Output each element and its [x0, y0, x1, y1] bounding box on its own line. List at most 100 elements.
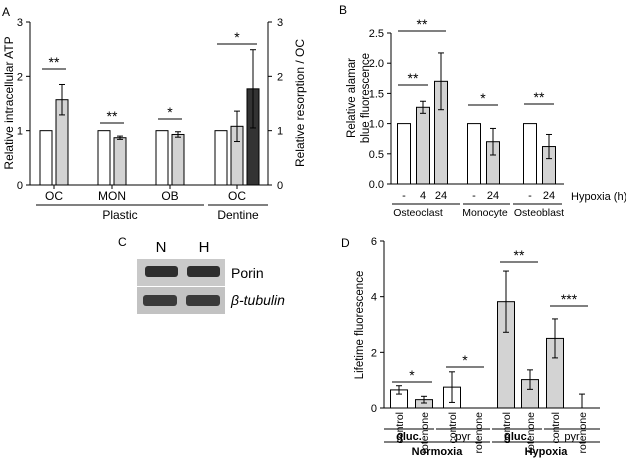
- lane-label-n: N: [156, 239, 167, 256]
- d-significance-stars: *: [409, 367, 415, 383]
- b-hour-label: 24: [487, 190, 499, 202]
- a-y-tick-label: 1: [17, 126, 23, 138]
- a-bar: [113, 137, 127, 186]
- d-x-label: control: [550, 412, 562, 444]
- d-x-label: control: [447, 412, 459, 444]
- a-y-tick-right-label: 3: [277, 17, 283, 29]
- panel-d-x-labels: control rotenone control rotenone control rot…: [394, 412, 589, 454]
- d-x-label: control: [501, 412, 513, 444]
- b-hour-label: 24: [543, 190, 555, 202]
- d-significance-stars: ***: [561, 291, 578, 307]
- b-hour-label: 4: [420, 190, 426, 202]
- b-significance-stars: **: [417, 16, 428, 32]
- band-tubulin-h: [186, 295, 220, 306]
- b-significance-stars: **: [408, 70, 419, 86]
- b-significance-stars: *: [480, 90, 486, 106]
- a-significance-stars: *: [234, 29, 240, 45]
- a-y-tick-label: 0: [17, 180, 23, 192]
- a-bar: [155, 130, 169, 186]
- panel-b-y-label-line2: blue fluorescence: [360, 53, 372, 143]
- b-bar: [467, 123, 481, 185]
- panel-c: C N H Porin β-tubulin: [118, 235, 285, 314]
- band-label-tubulin: β-tubulin: [230, 292, 285, 308]
- monocyte-label: Monocyte: [462, 207, 508, 219]
- panel-a-y-label-right: Relative resorption / OC: [293, 39, 307, 167]
- panel-b-letter: B: [339, 3, 347, 17]
- panel-d-significance: *******: [392, 247, 588, 383]
- d-x-label: rotenone: [525, 412, 537, 454]
- panel-b-y-label-line1: Relative alamar: [346, 58, 358, 138]
- panel-a-significance: **** **: [42, 29, 257, 124]
- d-significance-stars: **: [514, 247, 525, 263]
- a-significance-stars: **: [107, 108, 118, 124]
- panel-b: B 0.0 0.5 1.0 1.5 2.0 2.5 Relative alamar blu…: [339, 3, 626, 219]
- b-bar: [397, 123, 411, 185]
- b-y-tick-label: 1.5: [369, 88, 384, 100]
- panel-b-hour-labels: -4 24-24-24: [402, 190, 555, 202]
- d-x-label: rotenone: [577, 412, 589, 454]
- a-x-label: MON: [98, 189, 126, 203]
- b-y-tick-label: 0.0: [369, 179, 384, 191]
- b-significance-stars: **: [534, 89, 545, 105]
- lane-label-h: H: [199, 239, 210, 256]
- b-hour-label: -: [472, 190, 476, 202]
- plastic-label: Plastic: [102, 208, 137, 222]
- a-significance-stars: **: [49, 54, 60, 70]
- panel-a-y-ticks-right: 0 1 2 3: [268, 17, 283, 192]
- a-y-tick-label: 3: [17, 17, 23, 29]
- d-substrate-label: gluc.: [396, 431, 422, 443]
- osteoblast-label: Osteoblast: [514, 207, 564, 219]
- b-hour-label: -: [528, 190, 532, 202]
- band-porin-n: [145, 266, 178, 277]
- hypoxia-label: Hypoxia: [525, 446, 569, 458]
- a-significance-stars: *: [167, 104, 173, 120]
- d-y-tick-label: 2: [371, 347, 377, 359]
- b-bar: [523, 123, 537, 185]
- panel-d: D 0 2 4 6 Lifetime fluorescence control rote…: [341, 236, 600, 458]
- panel-d-substrate-labels: gluc. pyr gluc. pyr: [384, 428, 600, 443]
- a-bar: [39, 130, 53, 186]
- d-y-tick-label: 6: [371, 236, 377, 248]
- d-x-label: rotenone: [419, 412, 431, 454]
- b-y-tick-label: 0.5: [369, 149, 384, 161]
- d-substrate-label: gluc.: [504, 431, 530, 443]
- band-porin-h: [187, 266, 220, 277]
- a-x-label: OC: [45, 189, 63, 203]
- b-y-tick-label: 1.0: [369, 119, 384, 131]
- a-x-label: OB: [161, 189, 178, 203]
- a-y-tick-right-label: 2: [277, 71, 283, 83]
- osteoclast-label: Osteoclast: [393, 207, 443, 219]
- a-x-label: OC: [228, 189, 246, 203]
- normoxia-label: Normoxia: [412, 446, 464, 458]
- d-x-label: rotenone: [473, 412, 485, 454]
- d-substrate-label: pyr: [455, 431, 471, 443]
- panel-c-letter: C: [118, 235, 127, 249]
- band-label-porin: Porin: [231, 265, 264, 281]
- a-y-tick-label: 2: [17, 71, 23, 83]
- panel-a-x-labels: OC MON OB OC: [45, 185, 246, 203]
- b-hour-label: 24: [435, 190, 447, 202]
- b-y-tick-label: 2.5: [369, 28, 384, 40]
- panel-a-y-label: Relative intracellular ATP: [2, 36, 16, 169]
- panel-d-y-ticks: 0 2 4 6: [371, 236, 384, 415]
- d-y-tick-label: 4: [371, 292, 377, 304]
- panel-b-bars: [397, 52, 556, 185]
- a-y-tick-right-label: 1: [277, 126, 283, 138]
- dentine-label: Dentine: [217, 208, 259, 222]
- panel-a-y-ticks: 0 1 2 3: [17, 17, 30, 192]
- panel-d-bars: [390, 270, 585, 409]
- panel-b-y-ticks: 0.0 0.5 1.0 1.5 2.0 2.5: [369, 28, 391, 191]
- a-bar: [171, 133, 185, 186]
- b-hour-label: -: [402, 190, 406, 202]
- panel-b-significance: ***** **: [398, 16, 554, 106]
- d-substrate-label: pyr: [564, 431, 580, 443]
- a-bar: [214, 130, 228, 186]
- d-x-label: control: [394, 412, 406, 444]
- a-bar: [97, 130, 111, 186]
- d-significance-stars: *: [462, 352, 468, 368]
- b-bar: [416, 106, 430, 185]
- panel-a-bars: [39, 49, 260, 186]
- b-y-tick-label: 2.0: [369, 58, 384, 70]
- panel-a: A 0 1 2 3 0 1 2 3 Relative intracellular ATP R…: [2, 5, 307, 222]
